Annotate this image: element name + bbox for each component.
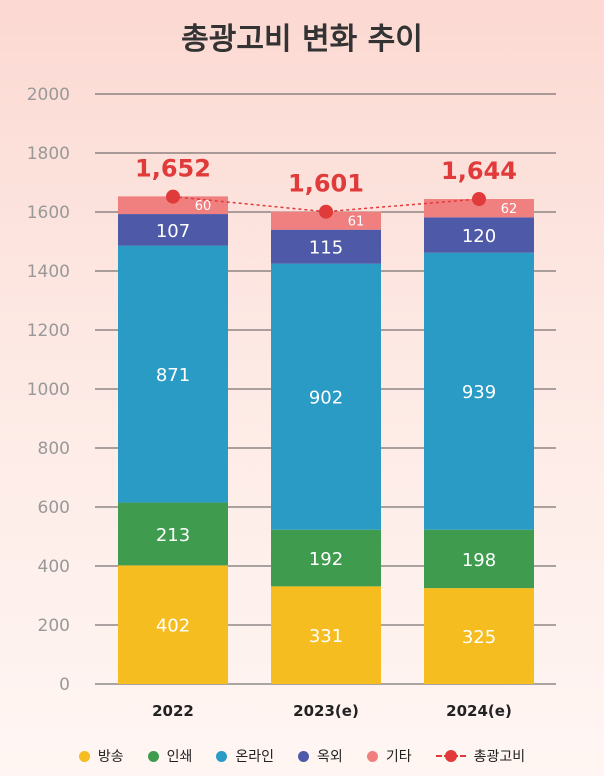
- legend-label: 기타: [385, 749, 412, 765]
- legend-item-other: 기타: [366, 746, 412, 766]
- stacked-bar-chart: 0 200 400 600 800 1000 1200 1400 1600 1800 2000 402…: [27, 85, 556, 720]
- x-tick-label: 2024(e): [446, 702, 512, 720]
- bar-segment: [271, 229, 381, 264]
- legend-swatch: [78, 750, 90, 762]
- y-tick-label: 1800: [27, 144, 70, 164]
- legend-item-online: 온라인: [216, 746, 274, 766]
- bar-segment: [118, 502, 228, 566]
- bar-segment: [118, 214, 228, 246]
- legend-label: 총광고비: [473, 749, 526, 765]
- y-tick-label: 0: [59, 675, 70, 695]
- data-label: 115: [309, 238, 343, 259]
- total-label: 1,601: [288, 170, 364, 198]
- bar-segment: [118, 245, 228, 503]
- chart-title: 총광고비 변화 추이: [181, 22, 423, 57]
- data-label: 60: [195, 199, 212, 214]
- data-label: 325: [462, 627, 496, 648]
- bar-segment: [271, 263, 381, 530]
- total-point: [319, 204, 333, 219]
- y-tick-label: 1400: [27, 262, 70, 282]
- total-label: 1,644: [441, 157, 517, 185]
- legend-label: 방송: [97, 749, 124, 765]
- bar-segment: [271, 211, 381, 230]
- y-tick-label: 1600: [27, 203, 70, 223]
- y-tick-label: 1000: [27, 380, 70, 400]
- legend-label: 옥외: [317, 749, 343, 765]
- bar-segment: [424, 252, 534, 530]
- bar-segment: [424, 199, 534, 218]
- y-tick-label: 400: [38, 557, 70, 577]
- legend-swatch: [298, 750, 310, 762]
- data-label: 331: [309, 626, 343, 647]
- bar-segment: [271, 586, 381, 684]
- legend: 방송 인쇄 온라인 옥외 기타 총광고비: [0, 742, 604, 770]
- bar-segment: [118, 565, 228, 684]
- data-label: 107: [156, 221, 190, 242]
- data-label: 402: [156, 616, 190, 637]
- legend-item-outdoor: 옥외: [298, 746, 343, 766]
- legend-label: 인쇄: [166, 749, 193, 765]
- y-tick-label: 200: [38, 616, 70, 636]
- bar-segment: [424, 217, 534, 253]
- data-label: 213: [156, 525, 190, 546]
- data-label: 192: [309, 549, 343, 570]
- legend-swatch: [216, 750, 228, 762]
- data-label: 61: [348, 215, 365, 230]
- legend-item-total: 총광고비: [435, 746, 526, 766]
- x-tick-label: 2022: [152, 702, 194, 720]
- legend-item-print: 인쇄: [147, 746, 193, 766]
- total-point: [166, 189, 180, 204]
- y-tick-label: 600: [38, 498, 70, 518]
- legend-item-broadcast: 방송: [78, 746, 124, 766]
- bar-segment: [424, 529, 534, 589]
- data-label: 62: [501, 202, 518, 217]
- data-label: 939: [462, 382, 496, 403]
- bar-segment: [424, 588, 534, 684]
- y-tick-label: 1200: [27, 321, 70, 341]
- x-tick-label: 2023(e): [293, 702, 359, 720]
- legend-label: 온라인: [235, 749, 275, 765]
- data-label: 120: [462, 226, 496, 247]
- y-tick-label: 2000: [27, 85, 70, 105]
- total-point: [472, 192, 486, 207]
- total-label: 1,652: [135, 155, 211, 183]
- bar-segment: [271, 529, 381, 587]
- data-label: 198: [462, 550, 496, 571]
- legend-swatch: [147, 750, 159, 762]
- legend-swatch: [366, 750, 378, 762]
- bar-segment: [118, 196, 228, 215]
- y-tick-label: 800: [38, 439, 70, 459]
- data-label: 902: [309, 388, 343, 409]
- legend-line-swatch: [435, 750, 466, 762]
- data-label: 871: [156, 365, 190, 386]
